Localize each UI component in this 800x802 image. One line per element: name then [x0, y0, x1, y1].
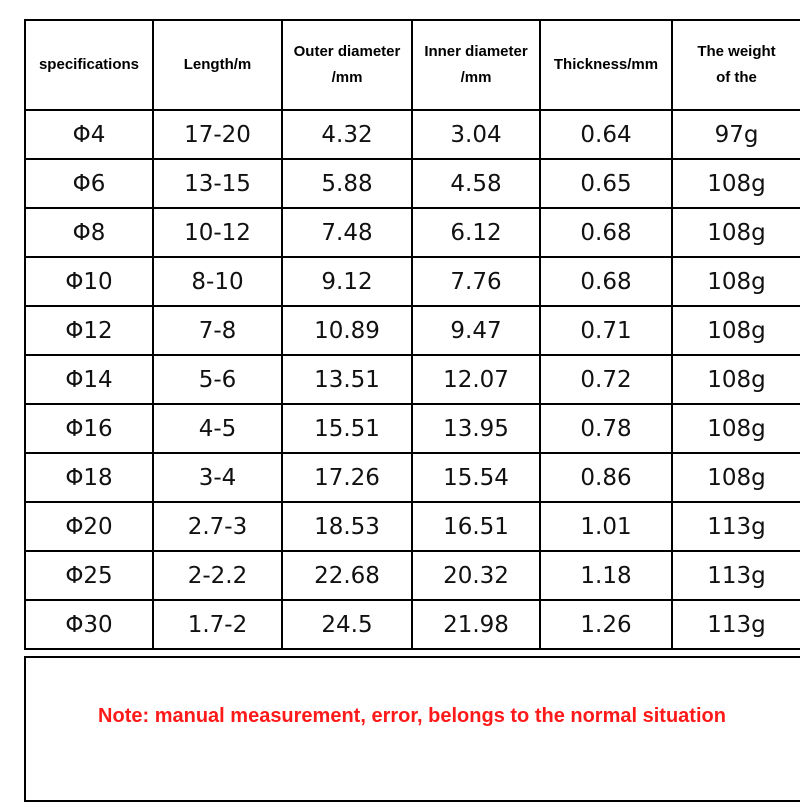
header-line: /mm — [331, 69, 363, 86]
cell-length: 3-4 — [152, 452, 283, 503]
cell-outer-diameter: 24.5 — [281, 599, 413, 650]
cell-outer-diameter: 18.53 — [281, 501, 413, 552]
table-row: Φ25 2-2.2 22.68 20.32 1.18 113g — [24, 550, 800, 601]
cell-outer-diameter: 10.89 — [281, 305, 413, 356]
cell-length: 2-2.2 — [152, 550, 283, 601]
table-row: Φ16 4-5 15.51 13.95 0.78 108g — [24, 403, 800, 454]
header-inner-diameter: Inner diameter/mm — [411, 19, 541, 111]
cell-specification: Φ8 — [24, 207, 154, 258]
table-row: Φ6 13-15 5.88 4.58 0.65 108g — [24, 158, 800, 209]
cell-outer-diameter: 17.26 — [281, 452, 413, 503]
header-weight: The weight of the — [671, 19, 800, 111]
table-row: Φ30 1.7-2 24.5 21.98 1.26 113g — [24, 599, 800, 650]
header-length: Length/m — [152, 19, 283, 111]
cell-length: 7-8 — [152, 305, 283, 356]
cell-inner-diameter: 4.58 — [411, 158, 541, 209]
cell-inner-diameter: 12.07 — [411, 354, 541, 405]
cell-thickness: 0.68 — [539, 207, 673, 258]
cell-outer-diameter: 7.48 — [281, 207, 413, 258]
table-row: Φ10 8-10 9.12 7.76 0.68 108g — [24, 256, 800, 307]
table-body: Φ4 17-20 4.32 3.04 0.64 97g Φ6 13-15 5.88 4.58 0.6… — [24, 109, 800, 650]
cell-weight: 108g — [671, 403, 800, 454]
cell-weight: 113g — [671, 501, 800, 552]
table-row: Φ4 17-20 4.32 3.04 0.64 97g — [24, 109, 800, 160]
cell-inner-diameter: 13.95 — [411, 403, 541, 454]
cell-weight: 108g — [671, 256, 800, 307]
cell-specification: Φ6 — [24, 158, 154, 209]
header-line: specifications — [38, 56, 140, 73]
cell-inner-diameter: 16.51 — [411, 501, 541, 552]
header-line: Inner diameter — [424, 43, 528, 60]
header-line: Length/m — [183, 56, 252, 73]
header-row: specifications Length/m Outer diameter/mm I… — [24, 19, 800, 111]
cell-outer-diameter: 13.51 — [281, 354, 413, 405]
cell-inner-diameter: 20.32 — [411, 550, 541, 601]
header-line: of the — [716, 69, 757, 86]
cell-weight: 108g — [671, 305, 800, 356]
cell-weight: 108g — [671, 354, 800, 405]
header-outer-diameter: Outer diameter/mm — [281, 19, 413, 111]
cell-specification: Φ25 — [24, 550, 154, 601]
cell-specification: Φ12 — [24, 305, 154, 356]
cell-outer-diameter: 9.12 — [281, 256, 413, 307]
cell-thickness: 0.64 — [539, 109, 673, 160]
cell-thickness: 0.72 — [539, 354, 673, 405]
cell-inner-diameter: 6.12 — [411, 207, 541, 258]
cell-specification: Φ20 — [24, 501, 154, 552]
cell-specification: Φ16 — [24, 403, 154, 454]
table-row: Φ8 10-12 7.48 6.12 0.68 108g — [24, 207, 800, 258]
cell-outer-diameter: 22.68 — [281, 550, 413, 601]
cell-outer-diameter: 5.88 — [281, 158, 413, 209]
header-line: Outer diameter — [293, 43, 401, 60]
cell-inner-diameter: 3.04 — [411, 109, 541, 160]
note-box — [24, 656, 800, 802]
cell-specification: Φ10 — [24, 256, 154, 307]
cell-thickness: 1.01 — [539, 501, 673, 552]
cell-specification: Φ18 — [24, 452, 154, 503]
cell-thickness: 0.78 — [539, 403, 673, 454]
cell-thickness: 1.18 — [539, 550, 673, 601]
header-thickness: Thickness/mm — [539, 19, 673, 111]
cell-length: 4-5 — [152, 403, 283, 454]
header-line: Thickness/mm — [553, 56, 659, 73]
specification-table: specifications Length/m Outer diameter/mm I… — [24, 19, 800, 650]
table-row: Φ14 5-6 13.51 12.07 0.72 108g — [24, 354, 800, 405]
cell-thickness: 0.86 — [539, 452, 673, 503]
note-text: Note: manual measurement, error, belongs… — [98, 705, 726, 727]
cell-weight: 97g — [671, 109, 800, 160]
cell-thickness: 0.65 — [539, 158, 673, 209]
cell-weight: 113g — [671, 550, 800, 601]
cell-length: 13-15 — [152, 158, 283, 209]
table-row: Φ18 3-4 17.26 15.54 0.86 108g — [24, 452, 800, 503]
cell-length: 2.7-3 — [152, 501, 283, 552]
cell-inner-diameter: 7.76 — [411, 256, 541, 307]
header-specifications: specifications — [24, 19, 154, 111]
cell-thickness: 1.26 — [539, 599, 673, 650]
cell-length: 1.7-2 — [152, 599, 283, 650]
table-row: Φ12 7-8 10.89 9.47 0.71 108g — [24, 305, 800, 356]
cell-weight: 108g — [671, 452, 800, 503]
cell-specification: Φ4 — [24, 109, 154, 160]
cell-inner-diameter: 9.47 — [411, 305, 541, 356]
cell-inner-diameter: 21.98 — [411, 599, 541, 650]
cell-outer-diameter: 15.51 — [281, 403, 413, 454]
cell-weight: 108g — [671, 207, 800, 258]
cell-length: 17-20 — [152, 109, 283, 160]
cell-weight: 113g — [671, 599, 800, 650]
cell-outer-diameter: 4.32 — [281, 109, 413, 160]
cell-specification: Φ30 — [24, 599, 154, 650]
cell-length: 5-6 — [152, 354, 283, 405]
table-row: Φ20 2.7-3 18.53 16.51 1.01 113g — [24, 501, 800, 552]
cell-weight: 108g — [671, 158, 800, 209]
cell-length: 8-10 — [152, 256, 283, 307]
cell-thickness: 0.71 — [539, 305, 673, 356]
cell-length: 10-12 — [152, 207, 283, 258]
header-line: The weight — [697, 43, 776, 60]
cell-thickness: 0.68 — [539, 256, 673, 307]
header-line: /mm — [460, 69, 492, 86]
cell-specification: Φ14 — [24, 354, 154, 405]
cell-inner-diameter: 15.54 — [411, 452, 541, 503]
